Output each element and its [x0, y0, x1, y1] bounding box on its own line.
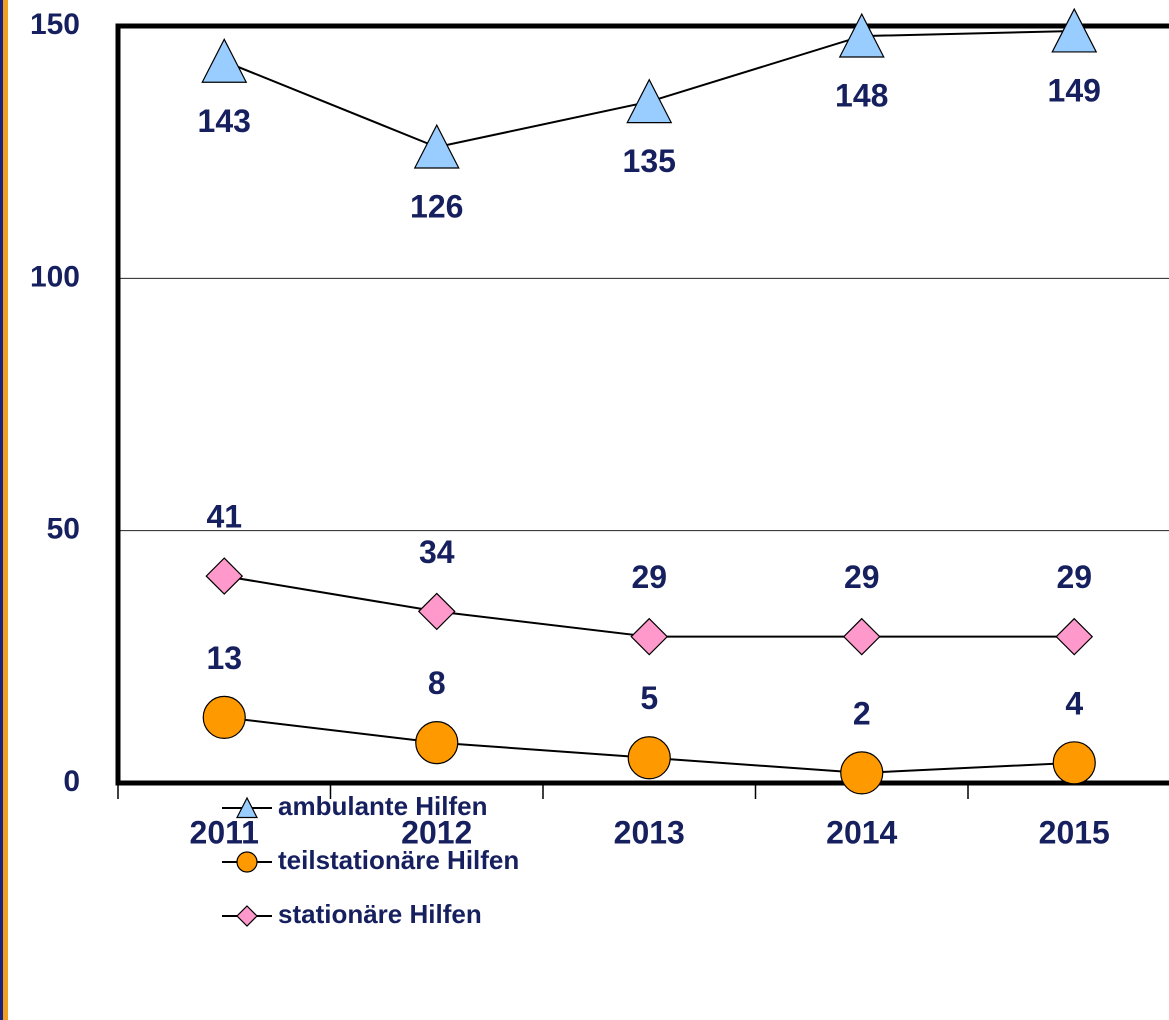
x-tick-label: 2015 — [1039, 814, 1110, 850]
data-point — [1051, 7, 1098, 53]
data-label: 13 — [206, 640, 242, 676]
data-point — [838, 12, 885, 58]
data-label: 41 — [206, 499, 242, 535]
legend-label: ambulante Hilfen — [278, 791, 487, 821]
data-point — [626, 78, 673, 124]
data-point — [417, 592, 456, 631]
data-label: 143 — [198, 103, 251, 139]
x-tick-label: 2011 — [190, 814, 259, 850]
data-point — [413, 123, 460, 169]
y-tick-label: 50 — [47, 513, 80, 546]
left-accent — [3, 0, 8, 1020]
data-label: 2 — [853, 695, 871, 731]
data-label: 34 — [419, 534, 455, 570]
x-tick-label: 2013 — [614, 814, 685, 850]
data-point — [205, 557, 244, 595]
legend-label: stationäre Hilfen — [278, 899, 482, 929]
data-point — [1052, 741, 1096, 785]
legend-marker — [236, 905, 258, 927]
plot-frame — [115, 23, 1169, 786]
y-tick-label: 100 — [30, 260, 80, 293]
x-tick-label: 2014 — [826, 814, 897, 850]
data-point — [630, 617, 669, 656]
data-label: 148 — [835, 78, 888, 114]
data-label: 29 — [1056, 559, 1092, 595]
data-point — [202, 695, 246, 739]
data-point — [627, 736, 671, 780]
data-label: 5 — [640, 680, 658, 716]
legend-label: teilstationäre Hilfen — [278, 845, 519, 875]
y-tick-label: 0 — [63, 765, 80, 798]
legend-marker — [236, 851, 258, 873]
data-label: 29 — [844, 559, 880, 595]
data-point — [415, 721, 459, 765]
y-tick-label: 150 — [30, 8, 80, 41]
data-label: 4 — [1065, 685, 1083, 721]
data-label: 8 — [428, 665, 446, 701]
data-label: 135 — [623, 143, 676, 179]
data-point — [842, 617, 881, 656]
legend-marker — [236, 796, 258, 819]
data-label: 29 — [631, 559, 667, 595]
data-point — [1055, 617, 1094, 656]
left-border — [0, 0, 3, 1020]
x-tick-label: 2012 — [401, 814, 472, 850]
data-label: 126 — [410, 189, 463, 225]
data-point — [840, 751, 884, 795]
data-point — [201, 38, 248, 83]
data-label: 149 — [1048, 72, 1101, 108]
